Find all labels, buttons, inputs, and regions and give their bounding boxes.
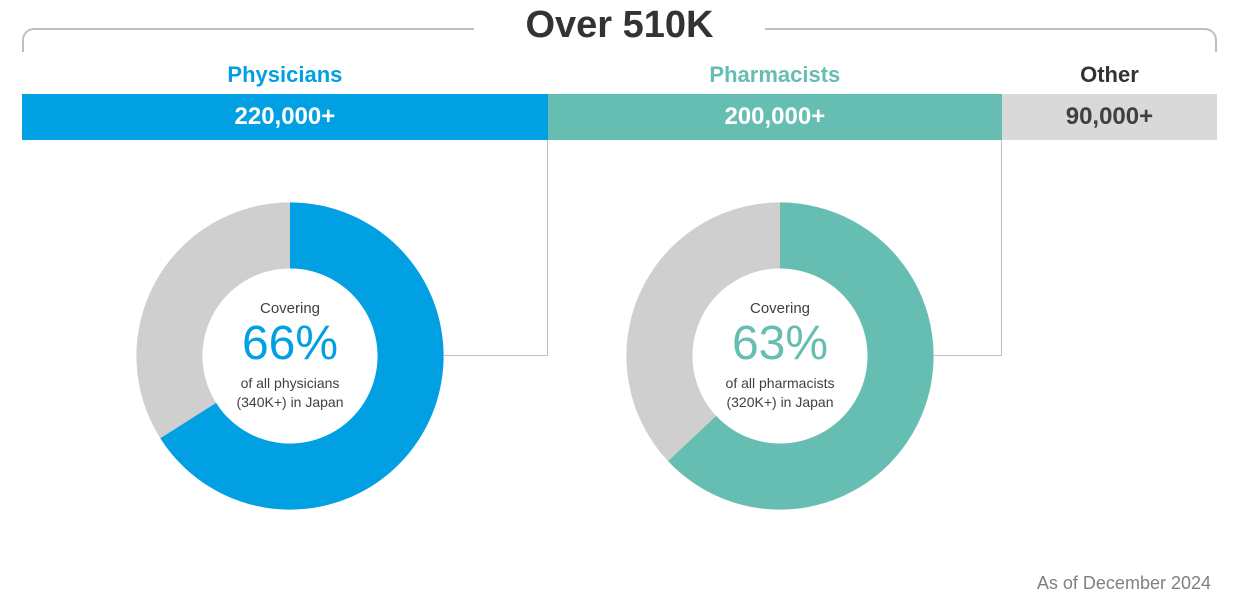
- headline-total: Over 510K: [0, 4, 1239, 47]
- segment-label-physicians: Physicians: [22, 62, 548, 88]
- connector-pharmacists-horizontal: [934, 355, 1002, 356]
- connector-physicians-horizontal: [444, 355, 548, 356]
- donut-detail-pharmacists: of all pharmacists (320K+) in Japan: [726, 374, 835, 412]
- donut-chart-physicians: Covering 66% of all physicians (340K+) i…: [130, 196, 450, 516]
- segment-label-other: Other: [1002, 62, 1217, 88]
- donut-percent-pharmacists: 63%: [732, 319, 828, 369]
- donut-covering-label: Covering: [260, 300, 320, 317]
- donut-covering-label: Covering: [750, 300, 810, 317]
- donut-percent-physicians: 66%: [242, 319, 338, 369]
- connector-physicians-vertical: [547, 140, 548, 356]
- infographic-canvas: Over 510K Physicians Pharmacists Other 2…: [0, 0, 1239, 608]
- footnote-date: As of December 2024: [1037, 573, 1211, 594]
- connector-pharmacists-vertical: [1001, 140, 1002, 356]
- donut-center-pharmacists: Covering 63% of all pharmacists (320K+) …: [620, 196, 940, 516]
- donut-detail-line2: (320K+) in Japan: [726, 394, 833, 410]
- donut-detail-line1: of all physicians: [241, 375, 340, 391]
- stacked-bar: 220,000+ 200,000+ 90,000+: [22, 94, 1217, 140]
- bar-segment-physicians: 220,000+: [22, 94, 548, 140]
- donut-center-physicians: Covering 66% of all physicians (340K+) i…: [130, 196, 450, 516]
- donut-detail-physicians: of all physicians (340K+) in Japan: [236, 374, 343, 412]
- donut-detail-line2: (340K+) in Japan: [236, 394, 343, 410]
- donut-chart-pharmacists: Covering 63% of all pharmacists (320K+) …: [620, 196, 940, 516]
- segment-label-pharmacists: Pharmacists: [548, 62, 1002, 88]
- bar-segment-pharmacists: 200,000+: [548, 94, 1002, 140]
- bar-segment-other: 90,000+: [1002, 94, 1217, 140]
- donut-detail-line1: of all pharmacists: [726, 375, 835, 391]
